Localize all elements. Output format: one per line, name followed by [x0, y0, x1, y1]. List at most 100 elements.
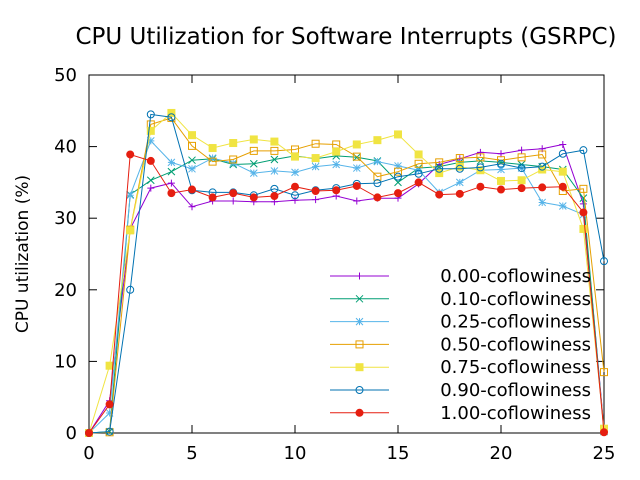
- point: [538, 150, 547, 159]
- point: [538, 183, 547, 192]
- point: [558, 202, 567, 210]
- x-tick-label: 10: [284, 443, 307, 464]
- point: [394, 130, 402, 139]
- point: [455, 154, 464, 163]
- point: [600, 428, 608, 437]
- point: [455, 178, 464, 187]
- point: [373, 179, 382, 188]
- point: [188, 185, 196, 194]
- legend-label: 0.25-coflowiness: [440, 312, 591, 333]
- point: [208, 193, 217, 202]
- point: [497, 185, 505, 194]
- point: [291, 191, 299, 200]
- legend-label: 1.00-coflowiness: [440, 403, 591, 424]
- point: [311, 186, 320, 195]
- point: [356, 272, 363, 280]
- point: [311, 154, 320, 163]
- point: [558, 149, 567, 158]
- point: [373, 157, 382, 166]
- point: [167, 189, 176, 198]
- point: [414, 178, 423, 187]
- x-tick-label: 25: [593, 443, 616, 464]
- point: [270, 137, 279, 146]
- point: [517, 176, 526, 185]
- point: [476, 166, 485, 175]
- point: [435, 190, 444, 199]
- series-line: [88, 143, 605, 434]
- point: [167, 158, 176, 167]
- y-tick-label: 30: [54, 208, 77, 229]
- point: [249, 159, 258, 168]
- legend-entry: 0.50-coflowiness: [330, 334, 591, 355]
- point: [476, 148, 484, 156]
- legend-label: 0.00-coflowiness: [440, 266, 591, 287]
- y-tick-label: 20: [54, 280, 77, 301]
- point: [579, 194, 588, 203]
- point: [435, 169, 444, 178]
- point: [312, 196, 320, 204]
- series-line: [88, 155, 605, 434]
- point: [146, 126, 155, 135]
- point: [270, 146, 279, 155]
- point: [188, 164, 196, 173]
- y-tick-label: 40: [54, 137, 77, 158]
- point: [558, 182, 567, 191]
- point: [558, 167, 567, 176]
- point: [105, 409, 114, 417]
- point: [394, 178, 402, 187]
- point: [352, 152, 361, 161]
- y-tick-label: 0: [66, 423, 77, 444]
- point: [497, 165, 505, 174]
- point: [355, 386, 364, 394]
- point: [105, 361, 114, 370]
- legend-entry: 0.90-coflowiness: [330, 380, 591, 401]
- legend-entry: 0.25-coflowiness: [330, 312, 591, 333]
- point: [167, 167, 176, 176]
- y-tick-label: 50: [54, 65, 77, 86]
- point: [497, 176, 505, 185]
- point: [579, 184, 588, 193]
- legend-label: 0.50-coflowiness: [440, 334, 591, 355]
- point: [146, 137, 155, 145]
- legend-label: 0.10-coflowiness: [440, 289, 591, 310]
- point: [249, 146, 258, 155]
- point: [229, 189, 238, 198]
- point: [167, 108, 176, 117]
- point: [105, 427, 114, 436]
- point: [147, 184, 155, 192]
- point: [126, 191, 135, 200]
- point: [270, 155, 279, 164]
- point: [600, 257, 608, 266]
- point: [188, 131, 196, 140]
- legend-entry: 0.75-coflowiness: [330, 357, 591, 378]
- point: [455, 162, 464, 171]
- point: [188, 156, 196, 165]
- point: [270, 167, 279, 175]
- point: [355, 294, 364, 303]
- point: [291, 152, 299, 161]
- x-tick-label: 0: [83, 443, 94, 464]
- y-axis-label: CPU utilization (%): [13, 175, 33, 333]
- y-tick-label: 10: [54, 351, 77, 372]
- point: [188, 203, 196, 211]
- point: [270, 192, 279, 201]
- point: [249, 135, 258, 144]
- point: [291, 168, 299, 177]
- point: [355, 317, 364, 326]
- point: [355, 408, 364, 417]
- point: [332, 160, 341, 169]
- legend-entry: 1.00-coflowiness: [330, 403, 591, 424]
- point: [291, 182, 299, 191]
- point: [126, 150, 135, 159]
- point: [146, 156, 155, 165]
- point: [373, 136, 382, 145]
- point: [249, 169, 258, 177]
- point: [352, 140, 361, 149]
- legend-entry: 0.10-coflowiness: [330, 289, 591, 310]
- point: [229, 197, 237, 205]
- point: [538, 198, 547, 207]
- point: [373, 172, 382, 181]
- point: [146, 110, 155, 119]
- point: [208, 144, 217, 153]
- point: [476, 153, 485, 162]
